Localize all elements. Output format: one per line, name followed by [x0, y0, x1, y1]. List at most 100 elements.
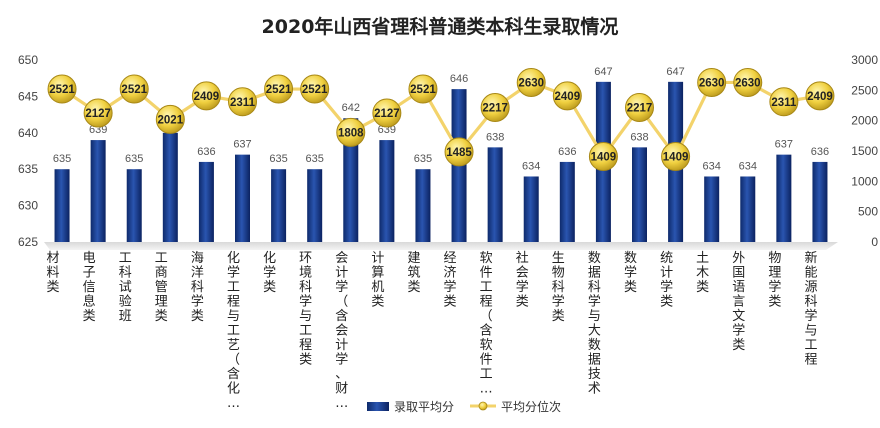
category-label: 化学类	[263, 251, 276, 295]
category-label: 化学工程与工艺（含化…	[227, 251, 240, 411]
bar-value-label: 639	[378, 124, 396, 136]
bar-value-label: 635	[306, 153, 324, 165]
line-point	[733, 67, 763, 97]
line-value-label: 2021	[158, 114, 184, 126]
line-value-label: 1409	[591, 152, 617, 164]
line-point	[480, 93, 510, 123]
line-point	[336, 117, 366, 147]
line-point	[372, 98, 402, 128]
chart-title: 2020年山西省理科普通类本科生录取情况	[262, 15, 619, 38]
line-value-label: 2630	[518, 77, 544, 89]
bar	[523, 176, 539, 242]
category-label: 计算机类	[371, 251, 384, 310]
category-label: 软件工程（含软件工…	[480, 251, 493, 397]
legend-line-marker	[478, 401, 488, 411]
line-point	[155, 104, 185, 134]
line-value-label: 2521	[121, 84, 147, 96]
bar-value-label: 639	[89, 124, 107, 136]
bar-value-label: 636	[811, 146, 829, 158]
line-value-label: 2409	[807, 91, 833, 103]
bar-value-label: 635	[414, 153, 432, 165]
line-point	[805, 81, 835, 111]
right-tick-label: 1000	[851, 174, 878, 188]
left-axis: 625 630 635 640 645 650	[18, 53, 38, 249]
line-point	[47, 74, 77, 104]
left-tick-label: 645	[18, 89, 38, 103]
category-label: 数据科学与大数据技术	[588, 251, 601, 397]
line-point	[191, 81, 221, 111]
line-point	[228, 87, 257, 117]
bar	[343, 118, 359, 242]
line-value-label: 2217	[627, 103, 653, 115]
category-label: 土木类	[696, 251, 709, 295]
category-label: 材料类	[47, 251, 60, 295]
right-axis: 0 500 1000 1500 2000 2500 3000	[851, 53, 878, 249]
category-label: 电子信息类	[83, 251, 96, 324]
line-point	[697, 67, 727, 97]
bar-value-label: 635	[53, 153, 71, 165]
line-value-label: 2521	[49, 84, 75, 96]
bar	[487, 147, 503, 242]
bar	[776, 154, 792, 242]
bar-value-label: 647	[666, 66, 684, 78]
line-point	[408, 74, 438, 104]
category-label: 工科试验班	[119, 251, 132, 324]
left-tick-label: 625	[18, 235, 38, 249]
line-value-label: 1808	[338, 127, 364, 139]
category-label: 统计学类	[660, 251, 673, 310]
left-tick-label: 650	[18, 53, 38, 67]
line-value-label: 2127	[374, 108, 400, 120]
left-tick-label: 630	[18, 199, 38, 213]
line-value-label: 2311	[230, 97, 256, 109]
line-value-label: 2217	[482, 103, 508, 115]
bar-value-label: 635	[125, 153, 143, 165]
left-tick-label: 640	[18, 126, 38, 140]
bar	[379, 140, 395, 242]
bar-series	[54, 81, 828, 243]
bar	[162, 132, 178, 242]
line-point	[119, 74, 149, 104]
category-label: 会计学（含会计学、财…	[335, 251, 348, 411]
line-value-label: 2521	[302, 84, 328, 96]
bar-value-label: 634	[703, 160, 721, 172]
legend-line-label: 平均分位次	[501, 399, 561, 414]
bar	[54, 169, 70, 242]
right-tick-label: 3000	[851, 53, 878, 67]
bar	[90, 140, 106, 242]
line-series: 2521 2127 2521 2021 2409 2311 2521 2521 1808 2127…	[47, 67, 835, 172]
legend-bar-swatch	[367, 402, 389, 411]
line-point	[264, 74, 294, 104]
category-label: 物理学类	[768, 251, 781, 310]
line-value-label: 1485	[446, 147, 472, 159]
category-label: 生物科学类	[552, 251, 565, 324]
category-label: 数学类	[624, 251, 637, 295]
line-value-label: 2311	[771, 97, 797, 109]
bar	[235, 154, 250, 242]
category-label: 建筑类	[407, 251, 420, 295]
line-value-label: 2521	[410, 84, 436, 96]
bar	[307, 169, 323, 242]
category-labels: 材料类 电子信息类 工科试验班 工商管理类 海洋科学类 化学工程与工艺（含化… 化学类 环境科…	[47, 250, 818, 411]
bar	[415, 169, 431, 242]
category-label: 经济学类	[444, 251, 457, 310]
line-point	[83, 98, 113, 128]
line-point	[661, 142, 691, 172]
bar-value-label: 636	[197, 146, 215, 158]
right-tick-label: 2500	[851, 83, 878, 97]
category-label: 社会学类	[516, 250, 529, 310]
bar-value-label: 646	[450, 73, 468, 85]
line-point	[625, 93, 654, 123]
line-value-label: 2630	[735, 77, 761, 89]
line-point	[444, 137, 474, 167]
line-value-label: 2409	[194, 91, 220, 103]
line-point	[588, 142, 618, 172]
line-value-label: 2630	[699, 77, 725, 89]
bar-labels: 6356396356406366376356356426396356466386…	[53, 66, 829, 173]
bar	[198, 161, 214, 242]
bar-value-label: 635	[269, 153, 287, 165]
line-point	[769, 87, 799, 117]
bar-value-label: 634	[522, 160, 540, 172]
plot-floor	[44, 242, 838, 250]
bar	[559, 161, 575, 242]
